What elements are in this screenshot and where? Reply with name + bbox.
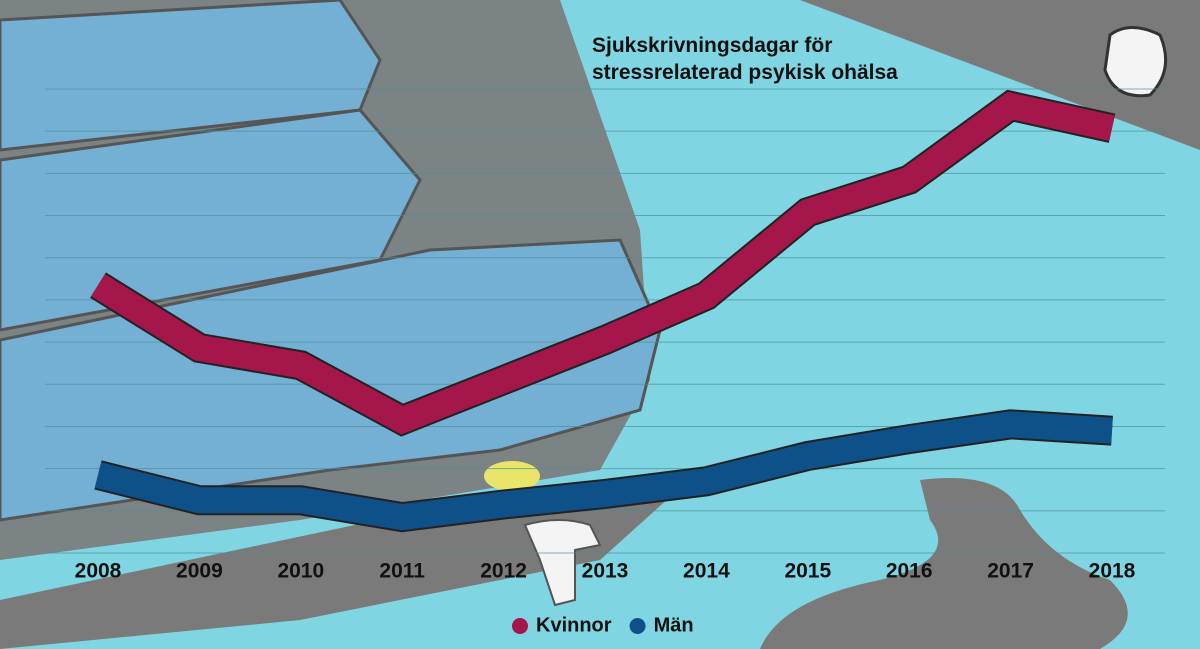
series-line bbox=[94, 411, 1113, 531]
x-tick-label: 2012 bbox=[480, 560, 527, 583]
legend-label: Män bbox=[654, 614, 694, 636]
x-tick-label: 2016 bbox=[886, 560, 933, 583]
series-line bbox=[91, 91, 1115, 435]
x-tick-label: 2010 bbox=[277, 560, 324, 583]
x-tick-label: 2017 bbox=[987, 560, 1034, 583]
x-tick-label: 2014 bbox=[683, 560, 730, 583]
x-tick-label: 2018 bbox=[1089, 560, 1136, 583]
x-tick-label: 2013 bbox=[582, 560, 629, 583]
legend-label: Kvinnor bbox=[536, 614, 612, 636]
x-tick-label: 2015 bbox=[784, 560, 831, 583]
x-tick-label: 2009 bbox=[176, 560, 223, 583]
legend-marker bbox=[629, 618, 646, 634]
chart-title: Sjukskrivningsdagar för stressrelaterad … bbox=[592, 34, 898, 84]
legend-marker bbox=[512, 618, 528, 634]
x-tick-label: 2011 bbox=[379, 560, 425, 583]
x-tick-label: 2008 bbox=[75, 560, 122, 583]
